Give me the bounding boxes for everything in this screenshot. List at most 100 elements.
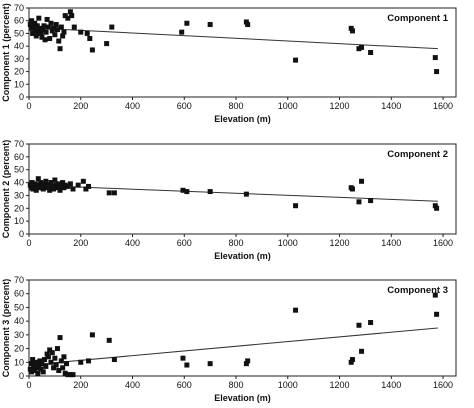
data-point (36, 15, 42, 21)
y-tick-label: 60 (14, 289, 24, 299)
data-point (31, 183, 37, 189)
data-point (60, 33, 66, 39)
data-point (48, 359, 54, 365)
panel-title: Component 1 (387, 13, 448, 24)
data-point (87, 36, 93, 42)
x-tick-label: 400 (125, 101, 140, 111)
data-point (54, 185, 60, 191)
data-point (184, 189, 190, 195)
data-point (49, 350, 55, 356)
data-point (45, 182, 51, 188)
data-point (47, 187, 53, 193)
data-point (359, 348, 365, 354)
data-point (60, 365, 66, 371)
y-tick-label: 0 (19, 371, 24, 381)
data-point (86, 183, 92, 189)
data-point (184, 362, 190, 368)
data-point (356, 322, 362, 328)
data-point (42, 181, 48, 187)
y-axis-title: Component 3 (percent) (1, 279, 11, 378)
data-point (432, 292, 438, 298)
data-point (293, 203, 299, 209)
y-tick-label: 30 (14, 54, 24, 64)
data-point (184, 20, 190, 26)
trend-line (28, 27, 438, 50)
data-point (109, 24, 115, 30)
data-point (29, 180, 35, 186)
data-point (62, 182, 68, 188)
panel-title: Component 2 (387, 149, 448, 160)
data-point (179, 29, 185, 35)
data-point (368, 198, 374, 204)
data-point (65, 372, 71, 378)
y-tick-label: 10 (14, 357, 24, 367)
data-point (432, 55, 438, 61)
x-tick-label: 200 (73, 380, 88, 390)
data-point (27, 366, 33, 372)
data-point (434, 311, 440, 317)
chart-panel-1: 0 10 20 30 40 50 60 70 0 200 400 600 800 1000 1200 1400… (1, 3, 457, 124)
data-point (54, 27, 60, 33)
data-point (28, 25, 34, 31)
y-tick-label: 50 (14, 28, 24, 38)
x-tick-label: 1600 (433, 238, 453, 248)
data-point (67, 181, 73, 187)
data-point (111, 190, 117, 196)
trend-line (28, 327, 438, 366)
data-point (293, 307, 299, 313)
data-point (47, 36, 53, 42)
x-tick-label: 0 (26, 101, 31, 111)
data-point (45, 354, 51, 360)
data-point (35, 29, 41, 35)
data-point (348, 359, 354, 365)
data-point (62, 370, 68, 376)
data-point (27, 182, 33, 188)
data-point (33, 187, 39, 193)
data-point (34, 23, 40, 29)
data-point (53, 182, 59, 188)
data-point (56, 38, 62, 44)
x-tick-label: 1400 (381, 238, 401, 248)
data-point (37, 358, 43, 364)
data-point (56, 181, 62, 187)
data-point (56, 368, 62, 374)
data-point (293, 57, 299, 63)
data-point (84, 30, 90, 36)
data-point (36, 362, 42, 368)
data-point (207, 22, 213, 28)
data-point (54, 346, 60, 352)
x-tick-label: 1000 (278, 380, 298, 390)
y-tick-label: 50 (14, 165, 24, 175)
y-tick-label: 20 (14, 203, 24, 213)
data-point (243, 191, 249, 197)
data-point (29, 369, 35, 375)
data-point (44, 185, 50, 191)
y-tick-label: 0 (19, 92, 24, 102)
data-point (39, 34, 45, 40)
data-point (359, 178, 365, 184)
x-tick-label: 1400 (381, 380, 401, 390)
data-point (434, 69, 440, 75)
data-point (47, 347, 53, 353)
x-tick-label: 800 (229, 380, 244, 390)
data-point (60, 180, 66, 186)
data-point (41, 23, 47, 29)
data-point (71, 24, 77, 30)
data-point (40, 27, 46, 33)
x-tick-label: 0 (26, 380, 31, 390)
data-point (434, 205, 440, 211)
data-point (89, 332, 95, 338)
data-point (62, 13, 68, 19)
data-point (61, 185, 67, 191)
data-point (368, 50, 374, 55)
data-point (207, 189, 213, 195)
y-axis-title: Component 1 (percent) (1, 3, 11, 102)
data-point (33, 33, 39, 39)
x-axis-title: Elevation (m) (214, 251, 271, 261)
plot-frame (28, 279, 457, 377)
data-point (32, 28, 38, 34)
data-point (30, 357, 36, 363)
data-point (32, 20, 38, 26)
data-point (34, 365, 40, 371)
x-tick-label: 1000 (278, 238, 298, 248)
